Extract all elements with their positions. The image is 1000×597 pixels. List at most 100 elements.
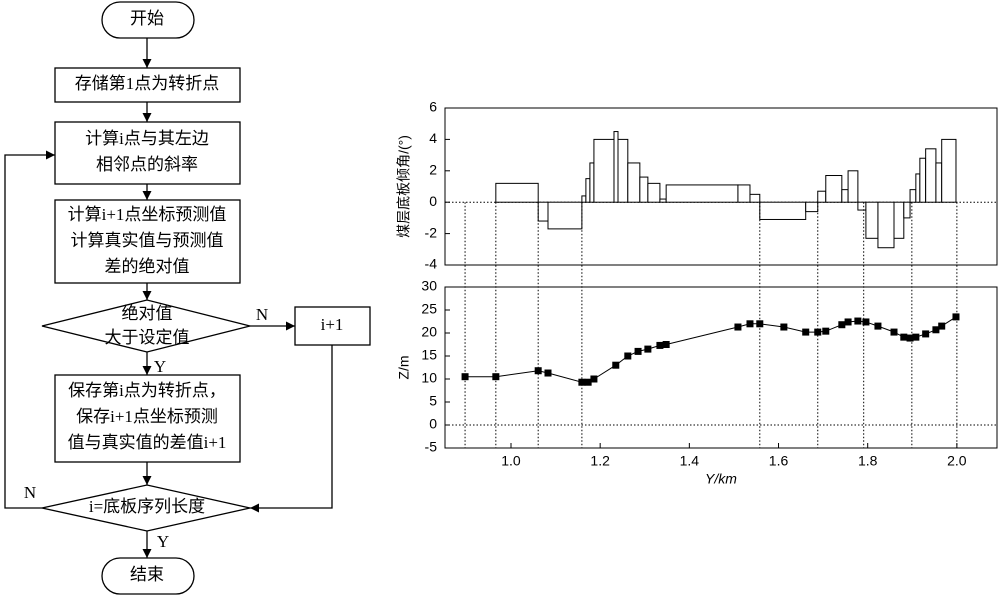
- node-text: 计算i点与其左边: [85, 129, 209, 148]
- node-text: 开始: [130, 9, 164, 28]
- y-tick-label: -5: [425, 439, 438, 455]
- y-tick-label: -4: [425, 256, 438, 272]
- arrow: [4, 150, 55, 509]
- point: [662, 341, 670, 348]
- bar: [581, 195, 587, 203]
- y-tick-label: 0: [429, 193, 437, 209]
- node-text: 计算真实值与预测值: [71, 231, 224, 250]
- point: [932, 326, 940, 334]
- node-text: 大于设定值: [105, 328, 190, 347]
- point: [900, 333, 908, 341]
- point: [890, 328, 898, 336]
- bar: [909, 189, 917, 203]
- node-text: i=底板序列长度: [89, 497, 205, 516]
- y-tick-label: 30: [421, 278, 437, 294]
- y-tick-label: 6: [429, 99, 437, 115]
- node-text: 差的绝对值: [105, 257, 190, 276]
- point: [780, 323, 788, 331]
- x-tick-label: 1.4: [680, 453, 700, 469]
- edge-label: N: [24, 483, 36, 502]
- point: [906, 334, 914, 342]
- y-tick-label: 10: [421, 370, 437, 386]
- point: [838, 321, 846, 329]
- point: [634, 347, 642, 355]
- bar: [865, 201, 879, 239]
- node-text: 存储第1点为转折点: [75, 74, 220, 93]
- point: [612, 361, 620, 369]
- bar: [613, 131, 619, 203]
- bar: [647, 182, 661, 203]
- bar: [759, 201, 807, 220]
- bar: [817, 190, 827, 203]
- y-tick-label: 5: [429, 393, 437, 409]
- bar: [737, 184, 751, 203]
- x-axis-label: Y/km: [705, 471, 737, 487]
- point: [822, 327, 830, 335]
- point: [746, 320, 754, 328]
- bar: [495, 182, 539, 203]
- bar: [627, 162, 641, 203]
- bar: [547, 201, 583, 230]
- x-tick-label: 1.6: [769, 453, 789, 469]
- charts: -4 -2 0 2 4 6 煤层底板倾角/(°) -5 0 5 10 15 20 25 30 1.0 1.2 1.…: [396, 99, 998, 487]
- node-text: 结束: [130, 565, 164, 584]
- bar: [935, 162, 943, 203]
- bar: [537, 201, 549, 222]
- bar: [665, 184, 739, 203]
- bar: [915, 173, 921, 203]
- bar: [941, 138, 957, 203]
- plot-frame: [444, 107, 998, 266]
- node-text: 保存i+1点坐标预测: [76, 407, 218, 426]
- bar: [919, 157, 927, 203]
- point: [844, 318, 852, 326]
- decision-node: [41, 299, 251, 353]
- process-node: [54, 374, 241, 463]
- point: [938, 322, 946, 330]
- y-tick-label: 0: [429, 416, 437, 432]
- point: [461, 373, 469, 381]
- point: [624, 352, 632, 360]
- point: [922, 330, 930, 338]
- x-tick-label: 1.2: [590, 453, 610, 469]
- point: [862, 318, 870, 326]
- bar: [903, 201, 911, 219]
- point: [874, 322, 882, 330]
- point: [912, 333, 920, 341]
- node-text: 计算i+1点坐标预测值: [68, 205, 227, 224]
- point: [952, 313, 960, 321]
- point: [644, 345, 652, 353]
- decision-node: [41, 484, 251, 532]
- point: [656, 341, 664, 349]
- point: [492, 373, 500, 381]
- y-tick-label: 2: [429, 162, 437, 178]
- arrow: [250, 345, 333, 513]
- node-text: 绝对值: [122, 304, 173, 323]
- bar: [589, 162, 595, 203]
- bar: [585, 178, 591, 203]
- x-tick-label: 2.0: [947, 453, 967, 469]
- y-tick-label: 20: [421, 324, 437, 340]
- x-tick-label: 1.0: [501, 453, 521, 469]
- bar: [593, 138, 615, 203]
- bar: [925, 148, 937, 203]
- edge-label: Y: [154, 357, 166, 376]
- node-text: i+1: [321, 315, 344, 334]
- y-tick-label: 15: [421, 347, 437, 363]
- bar: [857, 201, 867, 211]
- edge-label: Y: [157, 532, 169, 551]
- y-tick-label: 4: [429, 130, 437, 146]
- end-node: [101, 557, 195, 595]
- bar: [749, 193, 761, 203]
- y-tick-label: -2: [425, 224, 438, 240]
- process-node: [54, 199, 241, 284]
- process-node: [294, 306, 371, 346]
- bar: [877, 201, 895, 249]
- bar: [617, 138, 629, 203]
- bar: [659, 198, 667, 203]
- bar: [639, 176, 649, 203]
- point: [802, 328, 810, 336]
- point: [544, 369, 552, 377]
- bar: [847, 170, 859, 203]
- y-axis-label: Z/m: [396, 355, 412, 379]
